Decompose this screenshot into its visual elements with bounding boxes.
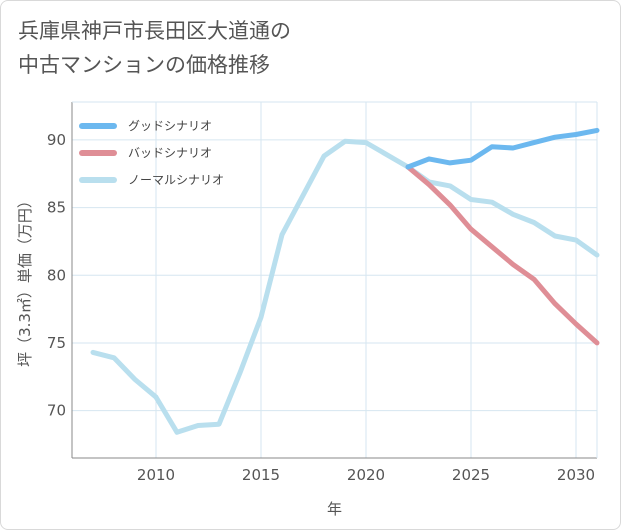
chart-title-line2: 中古マンションの価格推移 [18, 53, 270, 77]
series-line [405, 127, 600, 170]
chart-title-line1: 兵庫県神戸市長田区大道通の [18, 19, 291, 43]
y-tick-label: 85 [47, 199, 66, 217]
x-axis-label: 年 [327, 500, 342, 518]
y-tick-label: 90 [47, 131, 66, 149]
series-line [405, 164, 600, 346]
legend-label: グッドシナリオ [128, 119, 212, 133]
x-tick-label: 2015 [242, 466, 280, 484]
y-tick-label: 70 [47, 402, 66, 420]
chart-title: 兵庫県神戸市長田区大道通の 中古マンションの価格推移 [18, 14, 291, 82]
y-tick-label: 80 [47, 266, 66, 284]
axes [71, 101, 598, 459]
y-axis-label: 坪（3.3㎡）単価（万円） [16, 193, 34, 367]
legend-label: ノーマルシナリオ [128, 173, 224, 187]
y-tick-label: 75 [47, 334, 66, 352]
x-tick-label: 2025 [452, 466, 490, 484]
legend-label: バッドシナリオ [128, 146, 212, 160]
series-lines [90, 127, 600, 435]
series-line [90, 138, 600, 435]
x-tick-label: 2020 [347, 466, 385, 484]
x-tick-label: 2030 [557, 466, 595, 484]
x-tick-label: 2010 [137, 466, 175, 484]
tick-labels: 2010 2015 2020 2025 2030 70 75 80 85 90 [47, 131, 595, 484]
